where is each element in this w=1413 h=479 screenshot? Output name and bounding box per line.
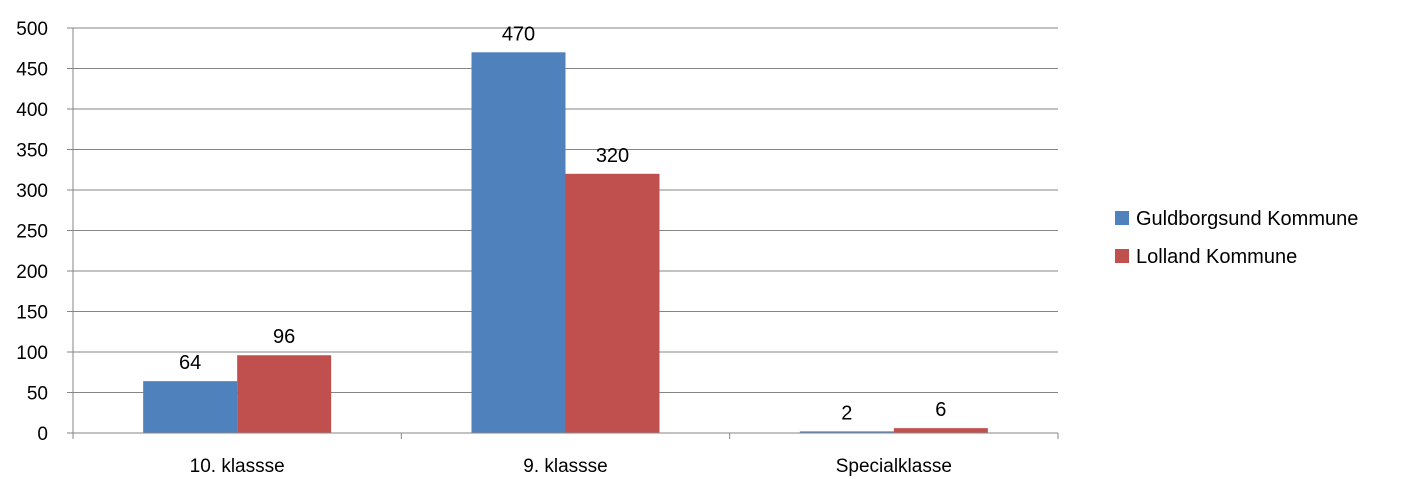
bars xyxy=(143,52,988,434)
y-tick-label-150: 150 xyxy=(16,303,48,324)
bar-1-3 xyxy=(799,431,894,433)
data-label-1-1: 64 xyxy=(179,352,201,374)
axes xyxy=(67,27,1059,439)
y-axis-tick-labels: 0 50 100 150 200 250 300 350 400 450 500 xyxy=(16,19,48,445)
data-label-2-2: 320 xyxy=(596,145,629,167)
data-label-1-3: 2 xyxy=(841,402,852,424)
legend-label-2: Lolland Kommune xyxy=(1136,246,1297,268)
y-tick-label-100: 100 xyxy=(16,343,48,364)
data-label-2-3: 6 xyxy=(935,399,946,421)
data-label-2-1: 96 xyxy=(273,326,295,348)
bar-2-3 xyxy=(893,428,988,433)
y-tick-label-300: 300 xyxy=(16,181,48,202)
x-axis-tick-labels: 10. klassse 9. klassse Specialklasse xyxy=(190,456,952,477)
y-tick-label-0: 0 xyxy=(37,424,48,445)
data-label-1-2: 470 xyxy=(502,23,535,45)
y-tick-label-200: 200 xyxy=(16,262,48,283)
y-tick-label-450: 450 xyxy=(16,60,48,81)
y-tick-label-50: 50 xyxy=(27,384,48,405)
legend-label-1: Guldborgsund Kommune xyxy=(1136,208,1358,230)
bar-1-1 xyxy=(143,381,238,433)
y-tick-label-500: 500 xyxy=(16,19,48,40)
bar-1-2 xyxy=(471,52,566,434)
x-tick-label-3: Specialklasse xyxy=(836,456,952,477)
legend-swatch-2 xyxy=(1115,249,1129,263)
x-tick-label-1: 10. klassse xyxy=(190,456,285,477)
y-tick-label-250: 250 xyxy=(16,222,48,243)
bar-2-1 xyxy=(237,355,332,433)
x-tick-label-2: 9. klassse xyxy=(523,456,607,477)
legend-swatch-1 xyxy=(1115,211,1129,225)
bar-2-2 xyxy=(565,173,660,434)
y-tick-label-350: 350 xyxy=(16,141,48,162)
y-tick-label-400: 400 xyxy=(16,100,48,121)
legend: Guldborgsund Kommune Lolland Kommune xyxy=(1115,208,1358,268)
data-labels: 64 96 470 320 2 6 xyxy=(179,23,946,424)
